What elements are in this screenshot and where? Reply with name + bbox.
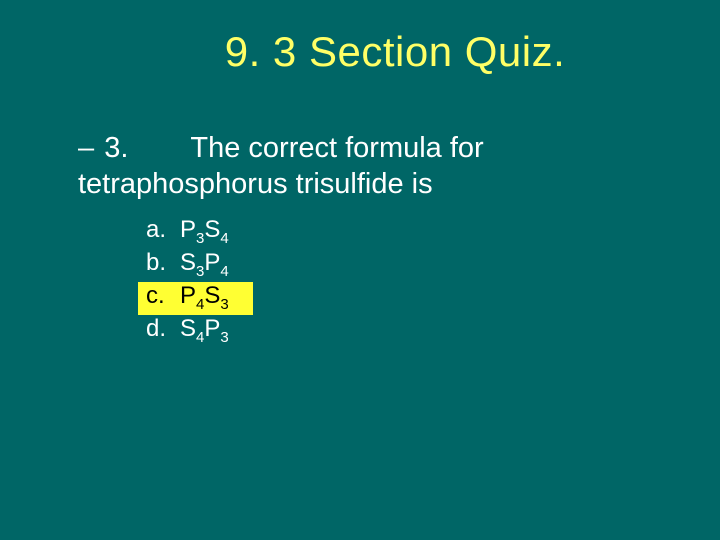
option-a: a. P3S4: [138, 216, 253, 249]
question-dash: –: [78, 132, 94, 164]
question-number: 3.: [104, 132, 128, 164]
slide-title: 9. 3 Section Quiz.: [0, 0, 720, 76]
option-label: a.: [146, 216, 180, 244]
option-label: b.: [146, 249, 180, 277]
option-c: c. P4S3: [138, 282, 253, 315]
question-block: – 3. The correct formula for tetraphospho…: [78, 130, 638, 203]
option-label: d.: [146, 315, 180, 343]
options-list: a. P3S4 b. S3P4 c. P4S3 d. S4P3: [138, 216, 253, 348]
question-text: – 3. The correct formula for tetraphospho…: [78, 130, 638, 203]
question-line1: The correct formula for: [190, 132, 483, 164]
option-d: d. S4P3: [138, 315, 253, 348]
option-formula: P4S3: [180, 282, 229, 310]
question-line2: tetraphosphorus trisulfide is: [78, 168, 433, 200]
option-formula: P3S4: [180, 216, 229, 244]
option-formula: S3P4: [180, 249, 229, 277]
option-formula: S4P3: [180, 315, 229, 343]
option-b: b. S3P4: [138, 249, 253, 282]
option-label: c.: [146, 282, 180, 310]
